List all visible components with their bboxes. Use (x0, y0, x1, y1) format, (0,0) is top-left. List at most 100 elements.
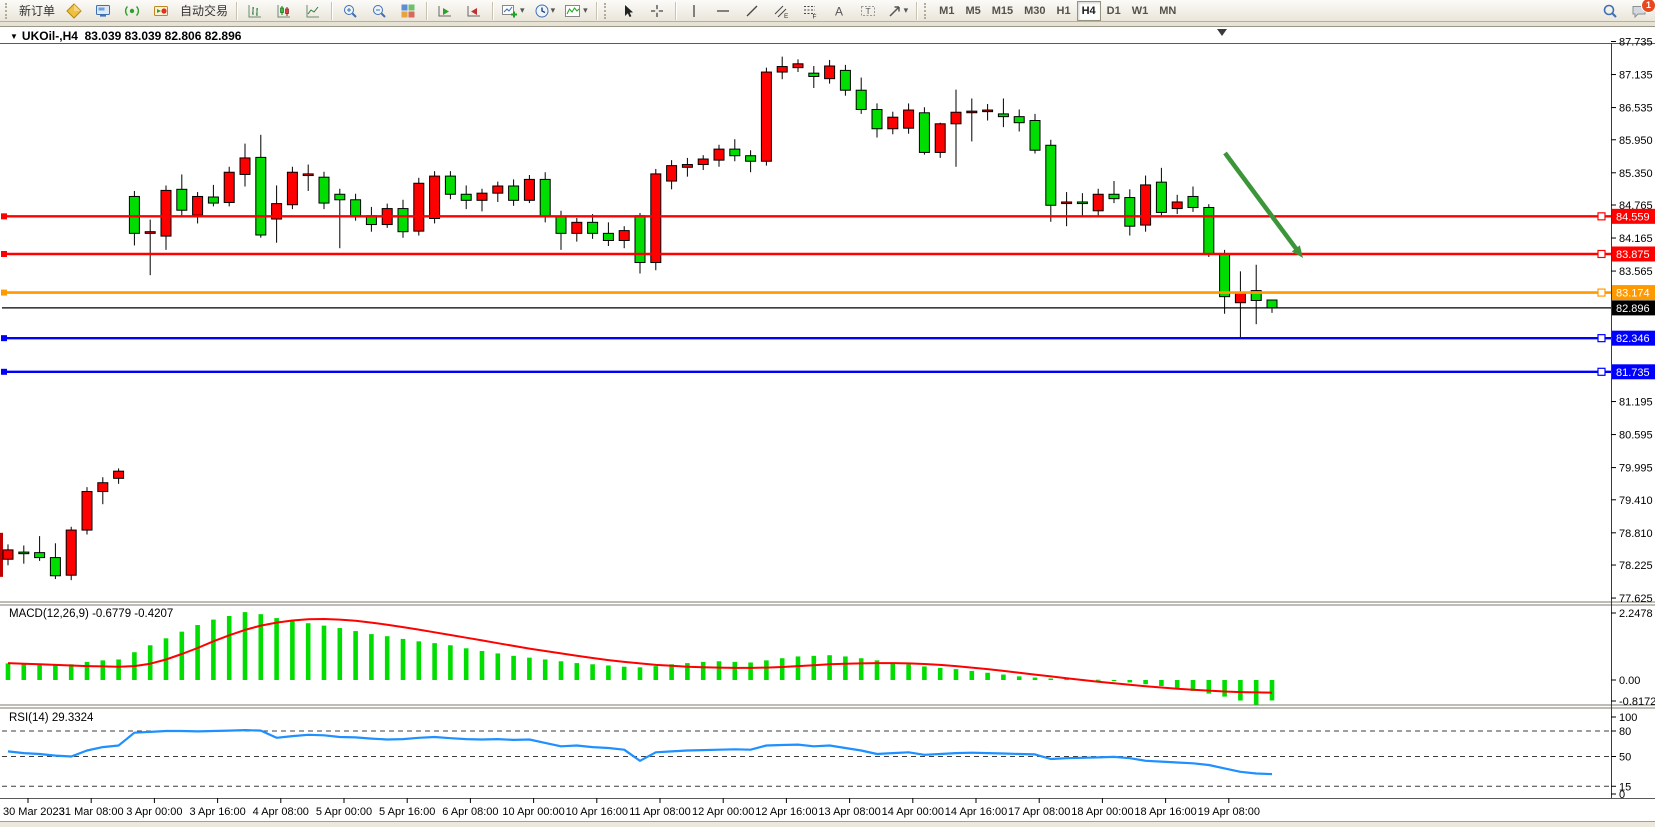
svg-text:30 Mar 2023: 30 Mar 2023 (3, 806, 65, 818)
separator (492, 1, 494, 20)
line-chart-icon[interactable] (299, 0, 327, 22)
new-order-button[interactable]: 新订单 (15, 1, 59, 21)
search-icon[interactable] (1596, 0, 1624, 22)
svg-text:12 Apr 00:00: 12 Apr 00:00 (692, 806, 754, 818)
svg-text:83.565: 83.565 (1619, 266, 1653, 278)
crosshair-icon[interactable] (643, 0, 671, 22)
autotrading-label[interactable]: 自动交易 (180, 4, 229, 18)
svg-text:A: A (835, 4, 843, 18)
tile-windows-icon[interactable] (394, 0, 422, 22)
auto-scroll-icon[interactable] (431, 0, 459, 22)
svg-text:18 Apr 00:00: 18 Apr 00:00 (1071, 806, 1133, 818)
svg-text:14 Apr 16:00: 14 Apr 16:00 (945, 806, 1007, 818)
price-labels: 84.559 83.875 83.174 82.346 81.735 82.896 (1612, 208, 1655, 380)
svg-text:82.346: 82.346 (1616, 333, 1650, 345)
svg-text:87.735: 87.735 (1619, 37, 1653, 49)
bar-chart-icon[interactable] (241, 0, 269, 22)
timeframe-h1[interactable]: H1 (1056, 4, 1071, 17)
svg-text:83.875: 83.875 (1616, 249, 1650, 261)
svg-text:81.735: 81.735 (1616, 367, 1650, 379)
signal-icon[interactable] (118, 0, 146, 22)
arrows-tool-icon[interactable]: ▾ (883, 0, 913, 22)
ohlc-values: 83.039 83.039 82.806 82.896 (84, 29, 242, 43)
cursor-icon[interactable] (614, 0, 642, 22)
symbol-dropdown-icon[interactable]: ▼ (10, 32, 18, 41)
svg-text:86.535: 86.535 (1619, 103, 1653, 115)
svg-text:E: E (784, 13, 789, 19)
timeframe-h4[interactable]: H4 (1076, 0, 1101, 21)
pane-frames (0, 26, 1655, 799)
svg-text:78.225: 78.225 (1619, 560, 1653, 572)
svg-text:12 Apr 16:00: 12 Apr 16:00 (755, 806, 817, 818)
svg-text:84.165: 84.165 (1619, 233, 1653, 245)
svg-text:81.195: 81.195 (1619, 397, 1653, 409)
svg-text:F: F (812, 13, 816, 19)
svg-text:31 Mar 08:00: 31 Mar 08:00 (59, 806, 124, 818)
zoom-in-icon[interactable] (336, 0, 364, 22)
timeframe-m5[interactable]: M5 (965, 4, 981, 17)
svg-text:4 Apr 08:00: 4 Apr 08:00 (253, 806, 309, 818)
svg-text:78.810: 78.810 (1619, 528, 1653, 540)
new-chart-icon[interactable]: ▾ (497, 0, 529, 22)
svg-text:18 Apr 16:00: 18 Apr 16:00 (1134, 806, 1196, 818)
timeframe-m1[interactable]: M1 (939, 4, 955, 17)
toolbar-grip (5, 2, 11, 19)
svg-text:83.174: 83.174 (1616, 288, 1650, 300)
chevron-down-icon: ▾ (550, 5, 556, 15)
svg-text:3 Apr 00:00: 3 Apr 00:00 (126, 806, 182, 818)
text-label-icon[interactable]: T (854, 0, 882, 22)
candlestick-chart-icon[interactable] (270, 0, 298, 22)
vertical-line-icon[interactable] (680, 0, 708, 22)
trendline-icon[interactable] (738, 0, 766, 22)
svg-text:14 Apr 00:00: 14 Apr 00:00 (882, 806, 944, 818)
svg-text:0: 0 (1619, 789, 1625, 801)
terminal-window-icon[interactable] (89, 0, 117, 22)
chart-title: ▼ UKOil-,H4 83.039 83.039 82.806 82.896 (10, 29, 241, 43)
macd-signal-line (7, 618, 1273, 694)
separator (595, 1, 597, 20)
horizontal-line-objects[interactable] (1, 212, 1611, 376)
svg-text:15: 15 (1619, 781, 1631, 793)
svg-text:2.2478: 2.2478 (1619, 608, 1653, 620)
notifications-chat-icon[interactable]: 1 (1625, 0, 1655, 22)
svg-text:85.350: 85.350 (1619, 168, 1653, 180)
macd-indicator-label: MACD(12,26,9) -0.6779 -0.4207 (9, 608, 174, 620)
svg-text:100: 100 (1619, 712, 1637, 724)
svg-text:3 Apr 16:00: 3 Apr 16:00 (189, 806, 245, 818)
periods-clock-icon[interactable]: ▾ (530, 0, 560, 22)
indicators-icon[interactable]: ▾ (560, 0, 592, 22)
timeframe-mn[interactable]: MN (1159, 4, 1177, 17)
chevron-down-icon: ▾ (903, 5, 909, 15)
autotrading-icon[interactable] (147, 0, 175, 22)
toolbar-grip (603, 2, 610, 19)
chevron-down-icon: ▾ (520, 5, 525, 15)
timeframe-m15[interactable]: M15 (991, 4, 1014, 17)
svg-text:-0.8172: -0.8172 (1619, 696, 1655, 708)
timeframe-m30[interactable]: M30 (1024, 4, 1046, 17)
horizontal-line-icon[interactable] (709, 0, 737, 22)
svg-text:6 Apr 08:00: 6 Apr 08:00 (442, 806, 498, 818)
text-tool-icon[interactable]: A (825, 0, 853, 22)
separator (426, 1, 428, 20)
gold-diamond-icon[interactable] (60, 0, 88, 22)
svg-text:11 Apr 08:00: 11 Apr 08:00 (629, 806, 691, 818)
svg-text:19 Apr 08:00: 19 Apr 08:00 (1198, 806, 1260, 818)
macd-histogram (5, 612, 1275, 705)
svg-text:10 Apr 16:00: 10 Apr 16:00 (566, 806, 628, 818)
zoom-out-icon[interactable] (365, 0, 393, 22)
shift-marker (1217, 29, 1227, 36)
down-arrow-object[interactable] (1223, 151, 1303, 258)
equidistant-channel-icon[interactable]: E (767, 0, 795, 22)
timeframe-d1[interactable]: D1 (1106, 4, 1121, 17)
separator (674, 1, 676, 20)
svg-text:87.135: 87.135 (1619, 70, 1653, 82)
chart-shift-icon[interactable] (460, 0, 488, 22)
separator (236, 1, 238, 20)
timeframe-w1[interactable]: W1 (1131, 4, 1149, 17)
fibonacci-icon[interactable]: F (796, 0, 824, 22)
separator (331, 1, 333, 20)
svg-text:50: 50 (1619, 752, 1631, 764)
svg-text:5 Apr 16:00: 5 Apr 16:00 (379, 806, 435, 818)
svg-text:79.410: 79.410 (1619, 495, 1653, 507)
